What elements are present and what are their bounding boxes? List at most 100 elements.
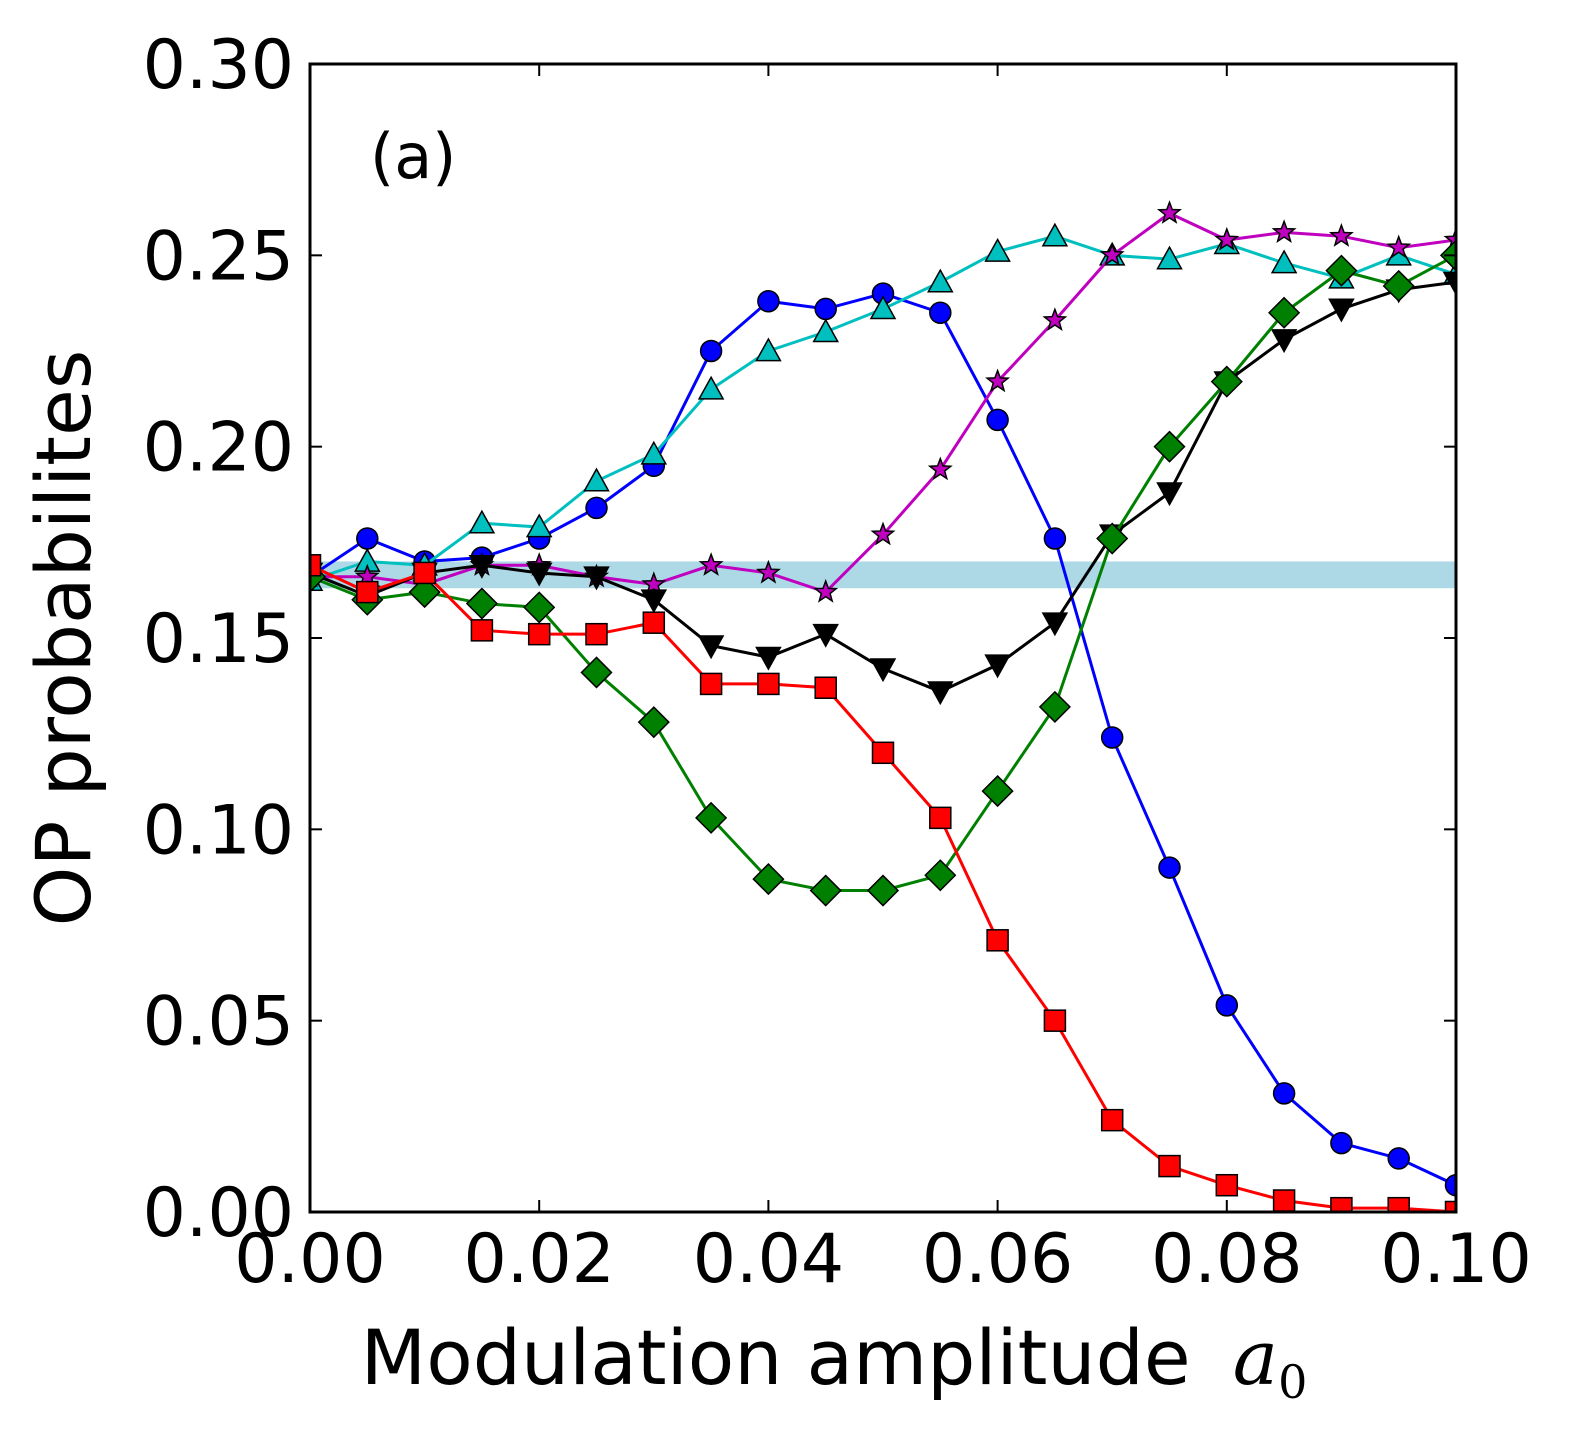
data-point: [525, 562, 553, 587]
data-point: [1099, 242, 1125, 266]
data-point: [866, 874, 900, 907]
data-point: [1270, 329, 1298, 354]
x-axis-label-text: Modulation amplitude: [361, 1313, 1191, 1402]
data-point: [1387, 1147, 1410, 1170]
data-point: [1271, 219, 1297, 244]
data-point: [468, 554, 496, 579]
data-point: [699, 672, 723, 696]
data-point: [1328, 298, 1355, 323]
data-point: [1325, 254, 1358, 287]
data-point: [927, 681, 954, 706]
data-point: [984, 237, 1011, 262]
data-point: [986, 408, 1009, 432]
data-point: [809, 874, 842, 907]
data-point: [585, 496, 608, 520]
x-tick-label: 0.02: [463, 1220, 614, 1299]
data-point: [640, 440, 668, 465]
data-point: [1387, 1196, 1410, 1212]
y-axis-label: OP probabilites: [19, 350, 108, 927]
data-point: [1215, 1173, 1239, 1197]
data-point: [1041, 222, 1069, 247]
data-point: [1043, 1009, 1067, 1032]
data-point: [813, 578, 839, 603]
data-point: [814, 676, 837, 699]
data-point: [1156, 245, 1183, 270]
data-point: [356, 527, 379, 550]
data-point: [1100, 726, 1124, 749]
data-point: [583, 566, 610, 591]
data-point: [523, 591, 556, 624]
x-tick-label: 0.04: [693, 1220, 844, 1299]
series-diamond: [310, 239, 1456, 907]
data-point: [470, 619, 494, 642]
data-point: [1444, 1200, 1456, 1212]
data-point: [1158, 856, 1181, 879]
tick-layer: 0.00 0.02 0.04 0.06 0.08 0.10 0.00 0.05 0.10 0.15…: [143, 26, 1532, 1299]
data-point: [1043, 527, 1067, 550]
series-star: [310, 200, 1456, 603]
data-point: [1272, 1189, 1296, 1212]
data-point: [1214, 226, 1240, 251]
data-point: [924, 859, 957, 892]
data-point: [641, 571, 667, 596]
data-point: [869, 658, 897, 683]
x-axis-label-math: a: [1233, 1313, 1278, 1402]
data-point: [757, 672, 780, 696]
data-point: [697, 635, 725, 660]
data-point: [1442, 271, 1456, 296]
x-tick-label: 0.00: [234, 1220, 385, 1299]
data-point: [642, 611, 666, 634]
y-tick-label: 0.00: [143, 1174, 294, 1253]
data-point: [927, 268, 954, 293]
y-tick-label: 0.10: [143, 791, 294, 870]
data-point: [637, 706, 670, 739]
data-point: [1386, 234, 1412, 259]
y-tick-label: 0.05: [143, 983, 294, 1062]
data-point: [310, 554, 322, 577]
data-point: [1038, 690, 1071, 723]
y-tick-label: 0.20: [143, 409, 294, 488]
x-axis-label: Modulation amplitude a0: [361, 1313, 1308, 1409]
data-point: [1100, 1108, 1124, 1132]
data-point: [1270, 249, 1298, 274]
data-point: [1153, 430, 1186, 463]
y-tick-label: 0.15: [143, 600, 294, 679]
data-point: [1156, 482, 1183, 507]
data-point: [583, 467, 610, 492]
data-point: [1158, 1154, 1181, 1178]
data-point: [695, 801, 728, 834]
series-square: [310, 554, 1456, 1212]
data-point: [585, 622, 608, 646]
data-point: [929, 301, 952, 324]
x-tick-label: 0.06: [922, 1220, 1073, 1299]
data-point: [871, 741, 895, 765]
data-point: [699, 339, 723, 363]
data-point: [984, 654, 1011, 679]
series-line: [310, 292, 1456, 1187]
series-circle: [310, 282, 1456, 1197]
y-tick-label: 0.25: [143, 217, 294, 296]
data-point: [755, 646, 782, 671]
data-point: [755, 337, 782, 362]
data-point: [1268, 296, 1301, 329]
data-point: [814, 297, 837, 321]
data-point: [1210, 365, 1243, 398]
data-point: [697, 375, 725, 400]
data-point: [1096, 522, 1129, 555]
data-point: [1041, 612, 1069, 637]
data-point: [755, 559, 781, 584]
data-point: [986, 929, 1009, 952]
data-point: [525, 513, 553, 538]
data-point: [812, 623, 839, 648]
series-layer: [310, 200, 1456, 1212]
data-point: [580, 656, 613, 689]
data-point: [1330, 1131, 1353, 1155]
data-point: [927, 456, 953, 481]
series-triangle-down: [310, 271, 1456, 706]
data-point: [1156, 200, 1183, 224]
data-point: [465, 587, 498, 620]
panel-label: (a): [370, 120, 456, 193]
data-point: [1328, 223, 1354, 247]
data-point: [413, 561, 436, 585]
